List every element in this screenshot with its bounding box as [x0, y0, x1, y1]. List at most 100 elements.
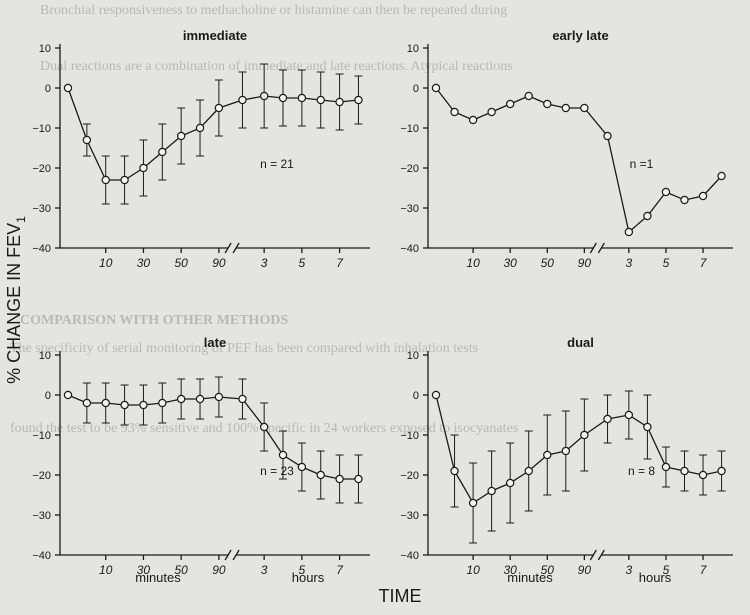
data-point	[624, 410, 634, 420]
x-tick-label: 90	[212, 256, 226, 270]
data-point	[82, 135, 92, 145]
y-tick-label: 0	[45, 83, 51, 95]
axis-break-mark	[224, 549, 232, 561]
y-axis-label: % CHANGE IN FEV1	[4, 216, 28, 384]
x-tick-label: 3	[261, 256, 268, 270]
panel-title: immediate	[183, 28, 247, 43]
y-tick-label: 0	[45, 390, 51, 402]
y-tick-label: 0	[413, 83, 419, 95]
x-tick-label: 10	[466, 563, 480, 577]
data-point	[214, 103, 224, 113]
y-tick-label: 0	[413, 390, 419, 402]
x-tick-label: 50	[541, 256, 555, 270]
data-point	[214, 392, 224, 402]
data-point	[698, 470, 708, 480]
data-point	[354, 95, 363, 105]
y-tick-label: −10	[400, 430, 419, 442]
data-point	[561, 103, 571, 113]
data-point	[176, 131, 186, 141]
x-tick-label: 5	[663, 256, 670, 270]
data-point	[120, 400, 129, 410]
y-tick-label: −30	[32, 203, 51, 215]
data-point	[238, 95, 247, 105]
data-point	[468, 115, 478, 125]
x-tick-label: 10	[99, 563, 113, 577]
x-tick-label: 3	[626, 256, 633, 270]
x-tick-label: 30	[137, 256, 151, 270]
data-point	[561, 446, 571, 456]
data-point	[101, 398, 110, 408]
panel-title: dual	[567, 335, 594, 350]
y-tick-label: −30	[400, 510, 419, 522]
x-tick-label: 30	[503, 256, 517, 270]
x-tick-label: 90	[578, 563, 592, 577]
chart-panel-3: 10 0 −10 −20 −30 −40 10 30 50 90 3 5 7 dual n = 8	[400, 335, 733, 577]
data-point	[450, 466, 459, 476]
x-tick-label: 50	[174, 563, 188, 577]
y-tick-label: −20	[32, 470, 51, 482]
data-point	[543, 99, 552, 109]
data-point	[335, 97, 344, 107]
data-point	[259, 91, 269, 101]
data-point	[431, 83, 441, 93]
data-point	[643, 211, 652, 221]
data-point	[624, 227, 634, 237]
x-tick-label: 30	[137, 563, 151, 577]
panel-title: early late	[552, 28, 608, 43]
data-point	[278, 450, 288, 460]
x-tick-label: 90	[212, 563, 226, 577]
data-point	[101, 175, 110, 185]
y-tick-label: 10	[407, 350, 419, 362]
axis-break-mark	[589, 549, 597, 561]
data-point	[139, 400, 148, 410]
x-tick-label: 5	[663, 563, 670, 577]
minutes-label-right: minutes	[507, 570, 553, 585]
chart-panel-1: 10 0 −10 −20 −30 −40 10 30 50 90 3 5 7 early late n =1	[400, 28, 733, 270]
data-point	[603, 131, 612, 141]
x-tick-label: 7	[336, 256, 344, 270]
series-line-0	[67, 87, 359, 181]
series-line-0	[67, 394, 359, 480]
chart-panel-2: 10 0 −10 −20 −30 −40 10 30 50 90 3 5 7 late n = 23	[32, 335, 370, 577]
y-tick-label: −40	[32, 243, 51, 255]
x-tick-label: 5	[299, 563, 306, 577]
y-tick-label: −30	[32, 510, 51, 522]
sample-size-label: n = 23	[260, 464, 294, 478]
data-point	[176, 394, 186, 404]
series-line-0	[435, 394, 722, 504]
x-tick-label: 90	[578, 256, 592, 270]
y-tick-label: 10	[39, 43, 51, 55]
data-point	[278, 93, 288, 103]
data-point	[297, 93, 307, 103]
data-point	[158, 147, 167, 157]
series-line-0	[435, 87, 723, 234]
data-point	[63, 390, 73, 400]
data-point	[316, 470, 325, 480]
y-tick-label: −40	[32, 550, 51, 562]
data-point	[487, 107, 496, 117]
y-tick-label: −30	[400, 203, 419, 215]
data-point	[580, 430, 589, 440]
axis-break-mark	[597, 242, 605, 254]
y-tick-label: 10	[407, 43, 419, 55]
data-point	[717, 171, 726, 181]
data-point	[139, 163, 148, 173]
y-tick-label: −40	[400, 243, 419, 255]
data-point	[505, 478, 515, 488]
y-tick-label: −10	[32, 430, 51, 442]
x-tick-label: 7	[700, 563, 708, 577]
data-point	[543, 450, 552, 460]
data-point	[335, 474, 344, 484]
data-point	[468, 498, 478, 508]
x-tick-label: 10	[99, 256, 113, 270]
y-tick-label: −10	[32, 123, 51, 135]
x-tick-label: 5	[299, 256, 306, 270]
x-tick-label: 50	[541, 563, 555, 577]
chart-panel-0: 10 0 −10 −20 −30 −40 10 30 50 90 3 5 7 immediate n = 2…	[32, 28, 370, 270]
data-point	[698, 191, 708, 201]
axis-break-mark	[589, 242, 597, 254]
x-tick-label: 3	[261, 563, 268, 577]
x-tick-label: 30	[503, 563, 517, 577]
sample-size-label: n =1	[630, 157, 654, 171]
